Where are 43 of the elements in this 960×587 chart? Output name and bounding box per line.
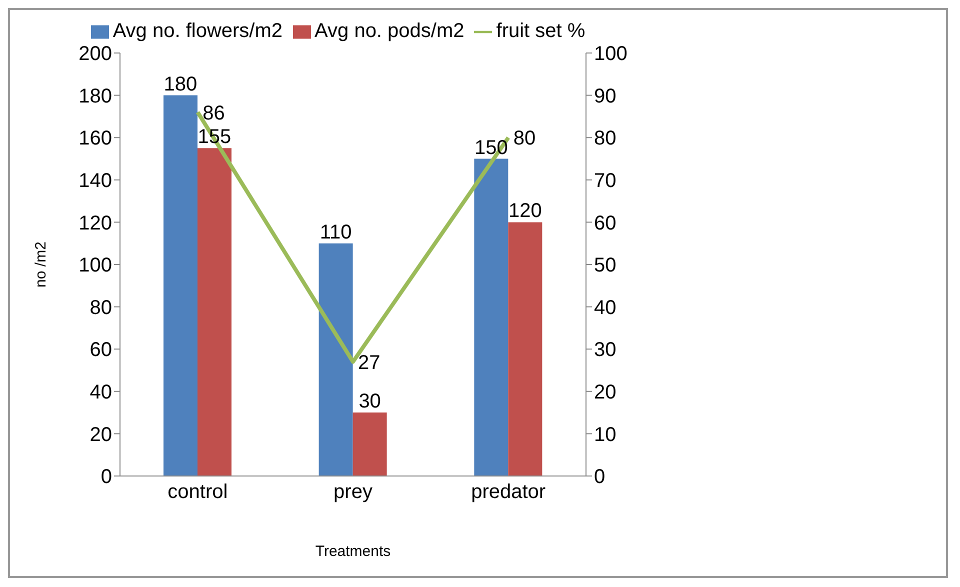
data-label: 27 (358, 352, 380, 374)
y-tick-label: 180 (78, 85, 112, 108)
data-label: 86 (202, 102, 225, 124)
y-tick-label: 0 (100, 466, 112, 488)
y-axis-title: no /m2 (32, 242, 50, 288)
y-tick-label: 100 (78, 254, 112, 277)
y-tick-label: 80 (90, 296, 112, 319)
x-tick-label: predator (471, 481, 546, 504)
y2-tick-label: 0 (594, 466, 606, 488)
x-tick-label: prey (334, 481, 372, 504)
y-tick-label: 40 (90, 382, 112, 404)
data-label: 110 (320, 221, 352, 244)
legend-label: Avg no. flowers/m2 (112, 20, 283, 42)
bar (508, 222, 542, 476)
y2-tick-label: 60 (594, 212, 616, 234)
bar (197, 148, 232, 476)
y-tick-label: 60 (90, 339, 112, 362)
y2-tick-label: 40 (594, 296, 616, 319)
y2-tick-label: 100 (594, 43, 628, 66)
y2-tick-label: 50 (594, 254, 616, 277)
bar (318, 243, 353, 476)
bar (163, 95, 198, 476)
data-label: 120 (508, 200, 542, 222)
y2-tick-label: 30 (594, 339, 616, 362)
y-tick-label: 120 (78, 212, 112, 234)
data-label: 30 (358, 390, 381, 413)
bar (474, 158, 508, 476)
y2-tick-label: 70 (594, 170, 616, 192)
y2-tick-label: 90 (594, 85, 616, 108)
y-tick-label: 200 (78, 43, 112, 66)
x-axis-title: Treatments (315, 543, 391, 560)
legend-label: Avg no. pods/m2 (314, 20, 464, 42)
y-tick-label: 20 (90, 424, 112, 446)
y2-tick-label: 20 (594, 382, 616, 404)
y-tick-label: 140 (78, 170, 112, 192)
x-tick-label: control (168, 481, 228, 504)
y2-tick-label: 10 (594, 424, 616, 446)
legend-label: fruit set % (496, 20, 586, 42)
bar (352, 412, 387, 476)
y-tick-label: 160 (78, 128, 112, 150)
y2-tick-label: 80 (594, 128, 616, 150)
data-label: 80 (513, 128, 536, 150)
data-label: 180 (164, 73, 198, 96)
